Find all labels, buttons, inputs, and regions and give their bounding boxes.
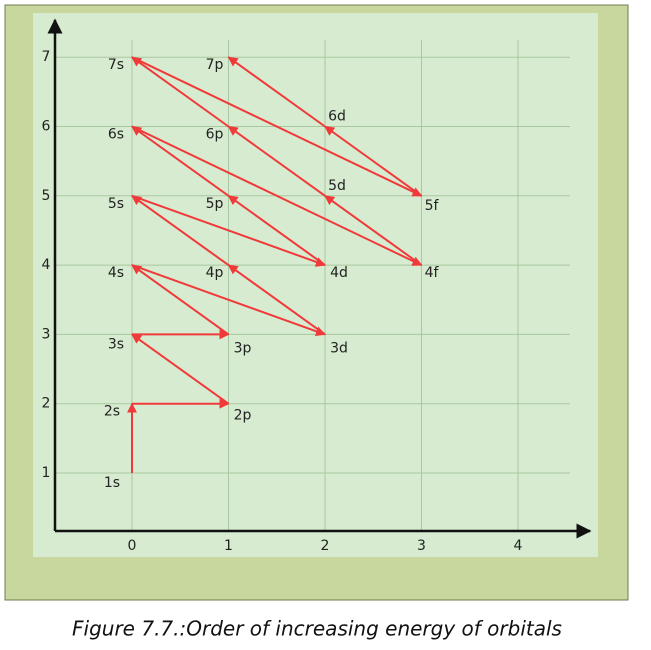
arrow [131, 125, 423, 267]
orbital-label: 4d [330, 265, 348, 281]
y-tick-label: 5 [42, 188, 51, 204]
orbital-label: 6d [328, 109, 346, 125]
x-tick-label: 3 [417, 538, 426, 554]
x-tick-label: 0 [128, 538, 137, 554]
arrow [131, 264, 230, 336]
y-tick-label: 3 [42, 326, 51, 342]
arrow [131, 333, 230, 405]
y-tick-label: 4 [42, 257, 51, 273]
orbital-label: 6s [108, 127, 124, 143]
x-tick-label: 4 [514, 538, 523, 554]
orbital-label: 5p [206, 196, 224, 212]
x-tick-label: 1 [224, 538, 233, 554]
caption: Figure 7.7.:Order of increasing energy o… [72, 617, 562, 641]
orbital-label: 7s [108, 57, 124, 73]
arrow [227, 194, 326, 266]
orbital-label: 4f [425, 265, 440, 281]
orbital-label: 7p [206, 57, 224, 73]
orbital-label: 5d [328, 178, 346, 194]
orbital-label: 5s [108, 196, 124, 212]
y-tick-label: 2 [42, 396, 51, 412]
orbital-label: 3d [330, 340, 348, 356]
arrow [131, 56, 423, 197]
arrow [324, 194, 423, 266]
orbital-label: 1s [104, 475, 120, 491]
orbital-label: 5f [425, 198, 440, 214]
arrow [131, 264, 326, 337]
orbital-label: 4s [108, 265, 124, 281]
orbital-label: 2s [104, 404, 120, 420]
y-tick-label: 7 [42, 49, 51, 65]
arrow [131, 194, 326, 267]
arrow [131, 125, 230, 197]
orbital-label: 3p [234, 340, 252, 356]
arrow [227, 125, 326, 197]
orbital-label: 6p [206, 127, 224, 143]
arrow [131, 56, 230, 128]
arrow [227, 264, 326, 336]
orbital-label: 4p [206, 265, 224, 281]
y-tick-label: 6 [42, 119, 51, 135]
arrow [324, 125, 423, 197]
plot-area [33, 13, 598, 557]
arrow [227, 56, 326, 128]
orbital-label: 3s [108, 336, 124, 352]
x-tick-label: 2 [321, 538, 330, 554]
arrow [131, 194, 230, 266]
y-tick-label: 1 [42, 465, 51, 481]
orbital-label: 2p [234, 408, 252, 424]
